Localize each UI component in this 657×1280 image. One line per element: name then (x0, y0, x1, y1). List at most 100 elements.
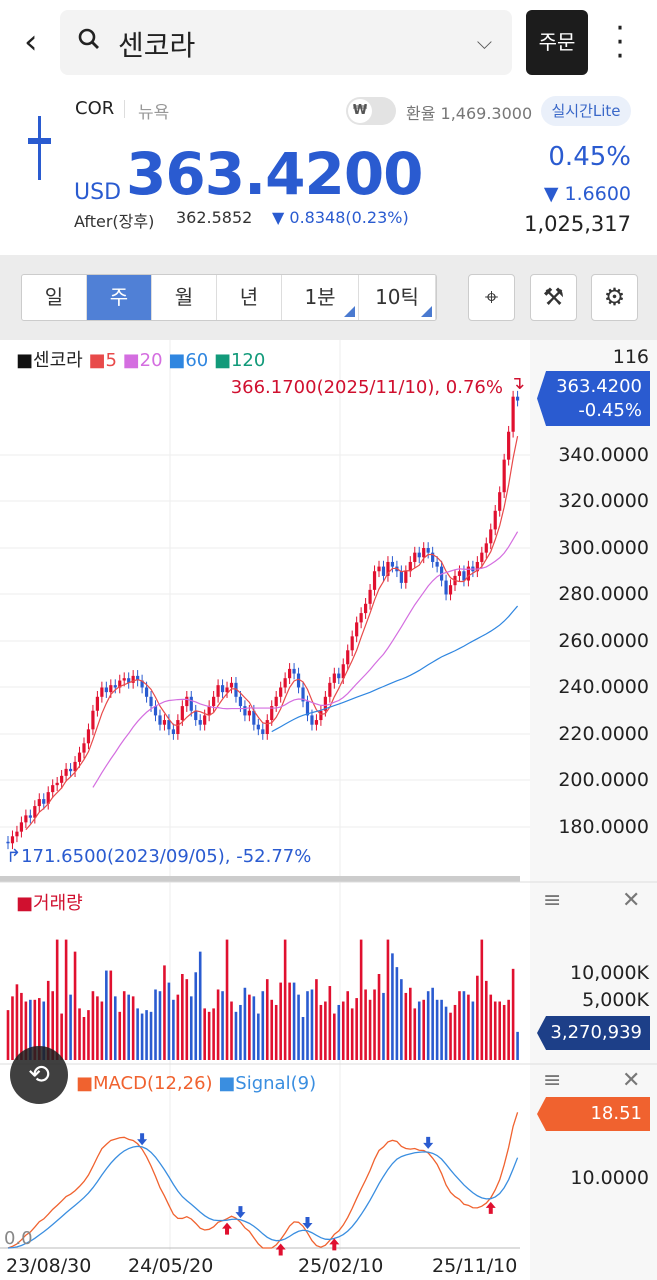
volume-bar (471, 1001, 475, 1060)
volume-bar (346, 991, 350, 1060)
ticker-symbol: COR (75, 98, 115, 119)
volume-bar (252, 996, 256, 1060)
period-day[interactable]: 일 (22, 275, 87, 320)
volume-bar (198, 951, 202, 1060)
stock-chart[interactable] (0, 340, 657, 1280)
signal-line (7, 1145, 519, 1249)
more-menu-icon[interactable]: · · · (615, 11, 625, 74)
volume-bar (131, 996, 135, 1060)
candle-body (256, 724, 260, 730)
candle-body (408, 561, 412, 572)
volume-bar (203, 1008, 206, 1060)
candle-body (381, 566, 386, 576)
candle-body (198, 720, 202, 725)
volume-bar (172, 999, 175, 1060)
volume-bar (6, 1010, 10, 1060)
candle-body (288, 668, 292, 679)
panel-close-icon[interactable]: ✕ (622, 888, 641, 913)
period-year[interactable]: 년 (217, 275, 282, 320)
volume-bar (167, 982, 171, 1060)
volume-bar (24, 1001, 28, 1060)
candle-body (283, 678, 287, 688)
candle-body (337, 673, 341, 679)
candle-body (377, 566, 381, 572)
volume-bar (502, 1004, 506, 1060)
screen-rotate-icon[interactable]: ⟲ (10, 1046, 68, 1104)
panel-menu-icon[interactable]: ≡ (543, 1068, 562, 1093)
volume-bar (279, 982, 282, 1060)
golden-cross-arrow-icon (329, 1238, 340, 1251)
candle-body (314, 720, 319, 725)
volume-bar (516, 1031, 519, 1060)
crosshair-icon[interactable]: ⌖ (468, 274, 515, 321)
change-percent: 0.45% (548, 142, 631, 172)
candle-body (515, 396, 520, 401)
legend-ma60: ■60 (168, 350, 209, 371)
trade-volume: 1,025,317 (524, 212, 631, 236)
candle-body (140, 680, 144, 688)
volume-tick: 10,000K (570, 962, 649, 984)
volume-bar (404, 992, 408, 1060)
drawing-tools-icon[interactable]: ⚒ (530, 274, 577, 321)
candle-body (6, 841, 10, 844)
period-tick[interactable]: 10틱 (359, 275, 436, 320)
volume-bar (207, 1011, 211, 1060)
candle-body (301, 687, 305, 702)
stock-search-input[interactable]: 센코라 ⌵ (60, 10, 512, 75)
order-button[interactable]: 주문 (526, 10, 588, 75)
panel-close-icon[interactable]: ✕ (622, 1068, 641, 1093)
dead-cross-arrow-icon (423, 1136, 434, 1149)
candle-body (194, 710, 198, 721)
period-month[interactable]: 월 (152, 275, 217, 320)
macd-legend-item: ■MACD(12,26) (76, 1073, 213, 1094)
candle-body (270, 706, 274, 721)
won-icon: ₩ (348, 99, 372, 123)
candle-body (42, 799, 46, 804)
volume-bar (265, 979, 269, 1060)
x-tick: 25/11/10 (432, 1255, 518, 1277)
ma60-line (271, 605, 519, 733)
chevron-down-icon[interactable]: ⌵ (476, 30, 492, 54)
realtime-badge[interactable]: 실시간Lite (541, 96, 631, 126)
panel-menu-icon[interactable]: ≡ (543, 888, 562, 913)
candle-body (265, 720, 269, 734)
macd-legend-label: MACD(12,26) (93, 1073, 213, 1094)
golden-cross-arrow-icon (485, 1201, 496, 1214)
candle-body (86, 729, 91, 744)
candle-body (346, 650, 350, 665)
period-minute[interactable]: 1분 (282, 275, 359, 320)
candle-body (100, 687, 104, 697)
volume-bar (417, 1001, 421, 1060)
candle-body (46, 792, 50, 804)
candle-body (225, 687, 229, 693)
volume-bar (163, 965, 166, 1060)
candle-body (247, 710, 251, 716)
candle-body (274, 696, 278, 707)
dropdown-corner-icon (344, 306, 355, 317)
candle-body (77, 752, 82, 762)
candle-body (341, 664, 345, 679)
candle-body (399, 571, 403, 583)
volume-bar (511, 968, 515, 1060)
volume-bar (453, 1004, 457, 1060)
volume-bar (426, 991, 430, 1060)
krw-toggle[interactable]: ₩ (346, 97, 396, 125)
volume-bar (507, 999, 510, 1060)
candle-body (372, 571, 377, 590)
candle-body (212, 696, 216, 707)
volume-bar (118, 1011, 122, 1060)
current-price: 363.4200 (126, 140, 424, 208)
settings-gear-icon[interactable]: ⚙ (591, 274, 638, 321)
candle-body (390, 561, 395, 567)
volume-bar (55, 939, 59, 1060)
period-week[interactable]: 주 (87, 275, 152, 320)
volume-bar (216, 989, 220, 1060)
candle-body (323, 696, 327, 711)
candle-body (243, 706, 247, 716)
volume-bar (395, 967, 399, 1060)
legend-ma60-label: 60 (185, 350, 209, 371)
back-button[interactable]: ‹ (24, 22, 38, 62)
volume-bar (158, 991, 162, 1060)
volume-bar (109, 970, 113, 1060)
candle-body (413, 552, 417, 562)
